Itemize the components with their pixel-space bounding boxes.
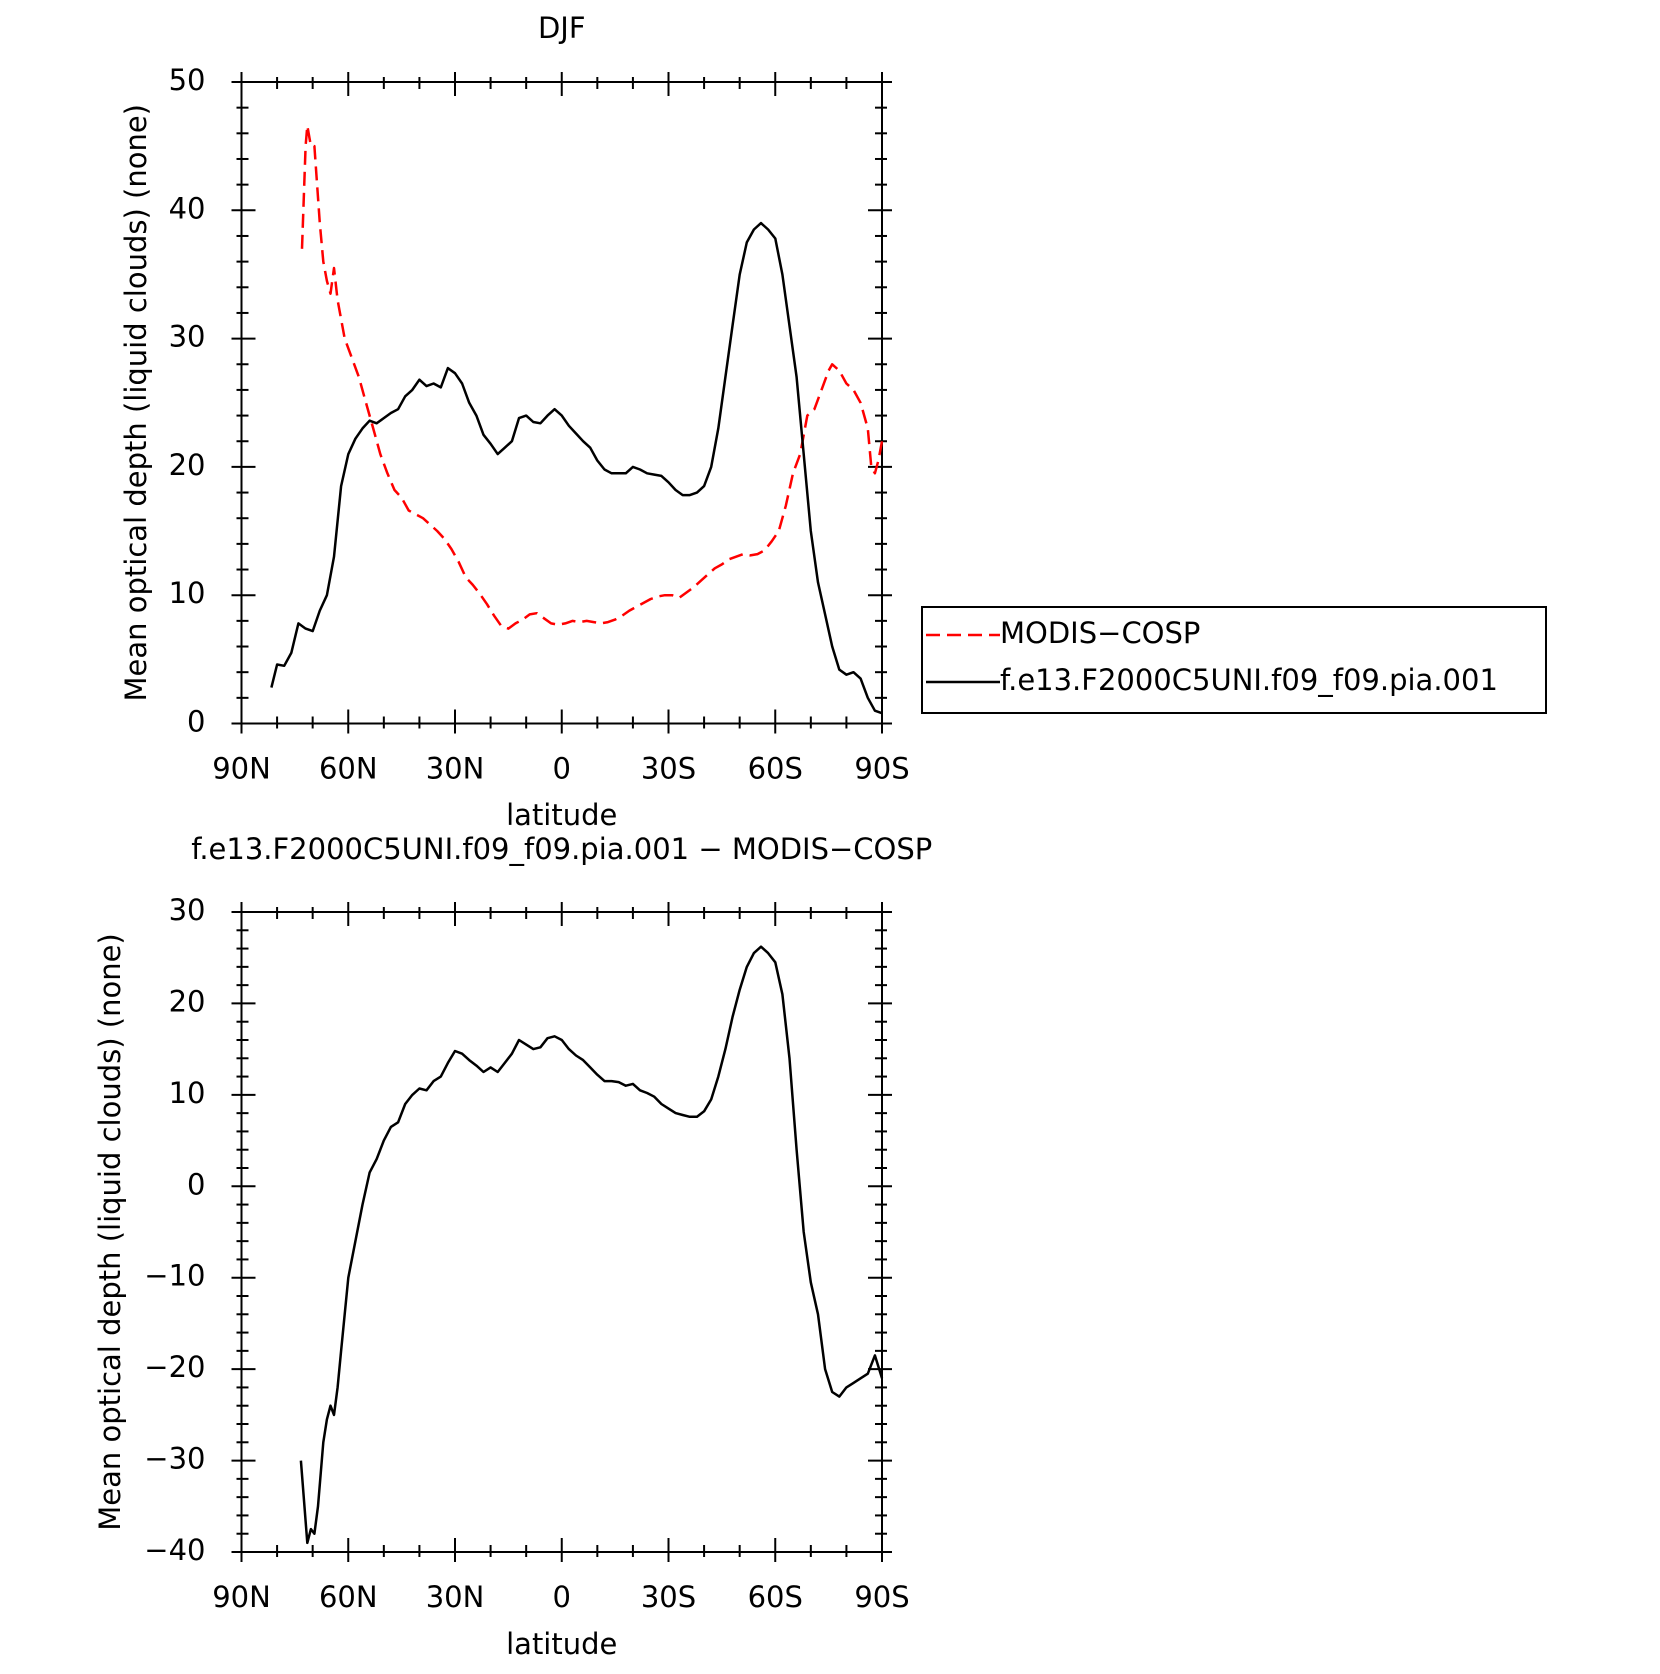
y-tick-label: −40 [144, 1533, 205, 1567]
legend-box [921, 606, 1547, 714]
y-tick-label: 0 [187, 1167, 205, 1201]
y-tick-label: −10 [144, 1259, 205, 1293]
x-tick-label: 60S [748, 752, 803, 786]
x-tick-label: 30N [426, 752, 485, 786]
y-tick-label: 20 [169, 984, 206, 1018]
plot-frame [240, 81, 883, 725]
x-tick-label: 30S [641, 752, 696, 786]
y-tick-label: 20 [169, 448, 206, 482]
x-tick-label: 60N [319, 1580, 378, 1614]
y-tick-label: 30 [169, 320, 206, 354]
chart-title: DJF [538, 11, 586, 45]
y-axis-label: Mean optical depth (liquid clouds) (none… [93, 933, 127, 1530]
x-axis-label: latitude [506, 1627, 617, 1661]
x-tick-label: 90S [854, 752, 909, 786]
y-tick-label: 10 [169, 1076, 206, 1110]
y-tick-label: 40 [169, 191, 206, 225]
x-tick-label: 60N [319, 752, 378, 786]
y-tick-label: −20 [144, 1350, 205, 1384]
y-tick-label: 10 [169, 576, 206, 610]
plot-frame [240, 911, 883, 1553]
x-tick-label: 90N [212, 752, 271, 786]
x-tick-label: 90S [854, 1580, 909, 1614]
x-axis-label: latitude [506, 798, 617, 832]
x-tick-label: 30N [426, 1580, 485, 1614]
x-tick-label: 30S [641, 1580, 696, 1614]
legend-label: MODIS−COSP [1000, 616, 1200, 650]
y-tick-label: 0 [187, 705, 205, 739]
y-tick-label: 50 [169, 63, 206, 97]
y-tick-label: 30 [169, 893, 206, 927]
x-tick-label: 0 [553, 752, 571, 786]
legend-label: f.e13.F2000C5UNI.f09_f09.pia.001 [1000, 663, 1498, 697]
data-line [300, 124, 884, 630]
data-line [299, 945, 884, 1545]
y-tick-label: −30 [144, 1442, 205, 1476]
x-tick-label: 60S [748, 1580, 803, 1614]
chart-title: f.e13.F2000C5UNI.f09_f09.pia.001 − MODIS… [191, 832, 932, 866]
x-tick-label: 0 [553, 1580, 571, 1614]
x-tick-label: 90N [212, 1580, 271, 1614]
data-line [270, 221, 883, 715]
y-axis-label: Mean optical depth (liquid clouds) (none… [119, 104, 153, 701]
